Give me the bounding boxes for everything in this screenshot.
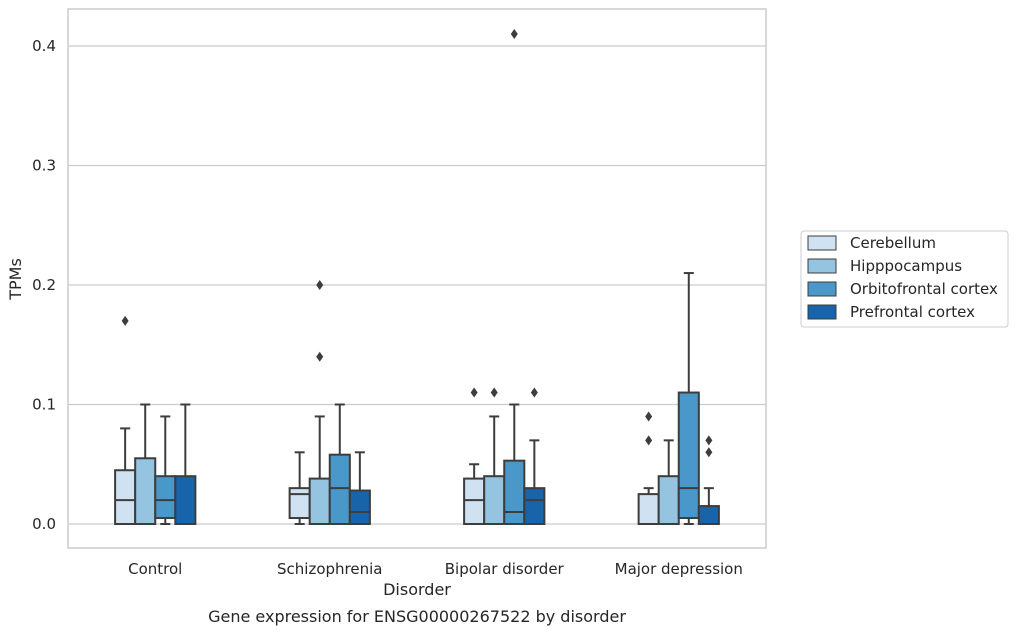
y-tick-label: 0.3 xyxy=(32,157,56,175)
y-tick-label: 0.0 xyxy=(32,515,56,533)
y-axis-title: TPMs xyxy=(6,258,25,301)
outlier-point xyxy=(121,315,129,326)
box-cerebellum xyxy=(463,387,486,525)
legend-swatch xyxy=(807,281,837,297)
box-iqr xyxy=(154,475,177,520)
legend-swatch xyxy=(807,235,837,251)
box-hipppocampus xyxy=(657,439,680,526)
box-iqr xyxy=(348,489,371,526)
box-iqr xyxy=(114,469,137,526)
box-cerebellum xyxy=(288,451,311,525)
box-prefrontal-cortex xyxy=(348,451,371,526)
box-iqr xyxy=(134,457,157,525)
box-orbitofrontal-cortex xyxy=(154,415,177,525)
box-iqr xyxy=(637,493,660,525)
y-tick-label: 0.4 xyxy=(32,37,56,55)
legend-swatch xyxy=(807,304,837,320)
box-iqr xyxy=(697,505,720,526)
box-prefrontal-cortex xyxy=(174,403,197,526)
outlier-point xyxy=(645,411,653,422)
outlier-point xyxy=(645,435,653,446)
y-axis-ticks: 0.0 0.1 0.2 0.3 0.4 xyxy=(32,37,56,533)
x-tick-label: Schizophrenia xyxy=(277,560,382,578)
legend-label: Cerebellum xyxy=(850,234,936,252)
x-tick-label: Control xyxy=(128,560,182,578)
box-marks xyxy=(114,29,720,526)
box-prefrontal-cortex xyxy=(523,387,546,525)
box-orbitofrontal-cortex xyxy=(677,272,700,525)
gridlines xyxy=(68,45,766,525)
legend-label: Hipppocampus xyxy=(850,257,962,275)
x-tick-label: Bipolar disorder xyxy=(445,560,565,578)
plot-area xyxy=(67,8,767,549)
legend-label: Orbitofrontal cortex xyxy=(850,280,998,298)
box-iqr xyxy=(523,487,546,525)
chart-caption: Gene expression for ENSG00000267522 by d… xyxy=(208,607,626,626)
x-axis-title: Disorder xyxy=(383,580,451,599)
box-iqr xyxy=(288,487,311,520)
outlier-point xyxy=(705,435,713,446)
box-iqr xyxy=(677,391,700,520)
box-cerebellum xyxy=(637,411,660,525)
box-iqr xyxy=(483,475,506,526)
legend: Cerebellum Hipppocampus Orbitofrontal cort… xyxy=(800,230,1009,328)
legend-swatch xyxy=(807,258,837,274)
legend-frame xyxy=(800,230,1009,328)
box-iqr xyxy=(463,477,486,525)
box-iqr xyxy=(657,475,680,526)
box-iqr xyxy=(328,453,351,525)
box-hipppocampus xyxy=(308,280,331,525)
box-hipppocampus xyxy=(134,403,157,525)
outlier-point xyxy=(530,387,538,398)
box-iqr xyxy=(174,475,197,526)
box-prefrontal-cortex xyxy=(697,435,720,526)
box-iqr xyxy=(308,477,331,525)
box-cerebellum xyxy=(114,315,137,526)
box-orbitofrontal-cortex xyxy=(328,403,351,525)
x-tick-label: Major depression xyxy=(615,560,743,578)
outlier-point xyxy=(470,387,478,398)
box-orbitofrontal-cortex xyxy=(503,29,526,526)
outlier-point xyxy=(705,447,713,458)
box-hipppocampus xyxy=(483,387,506,526)
x-axis-ticks: Control Schizophrenia Bipolar disorder Majo… xyxy=(128,560,743,578)
outlier-point xyxy=(490,387,498,398)
y-tick-label: 0.1 xyxy=(32,396,56,414)
outlier-point xyxy=(316,280,324,290)
legend-label: Prefrontal cortex xyxy=(850,303,975,321)
outlier-point xyxy=(316,351,324,362)
box-iqr xyxy=(503,459,526,526)
y-tick-label: 0.2 xyxy=(32,276,56,294)
outlier-point xyxy=(510,29,518,40)
